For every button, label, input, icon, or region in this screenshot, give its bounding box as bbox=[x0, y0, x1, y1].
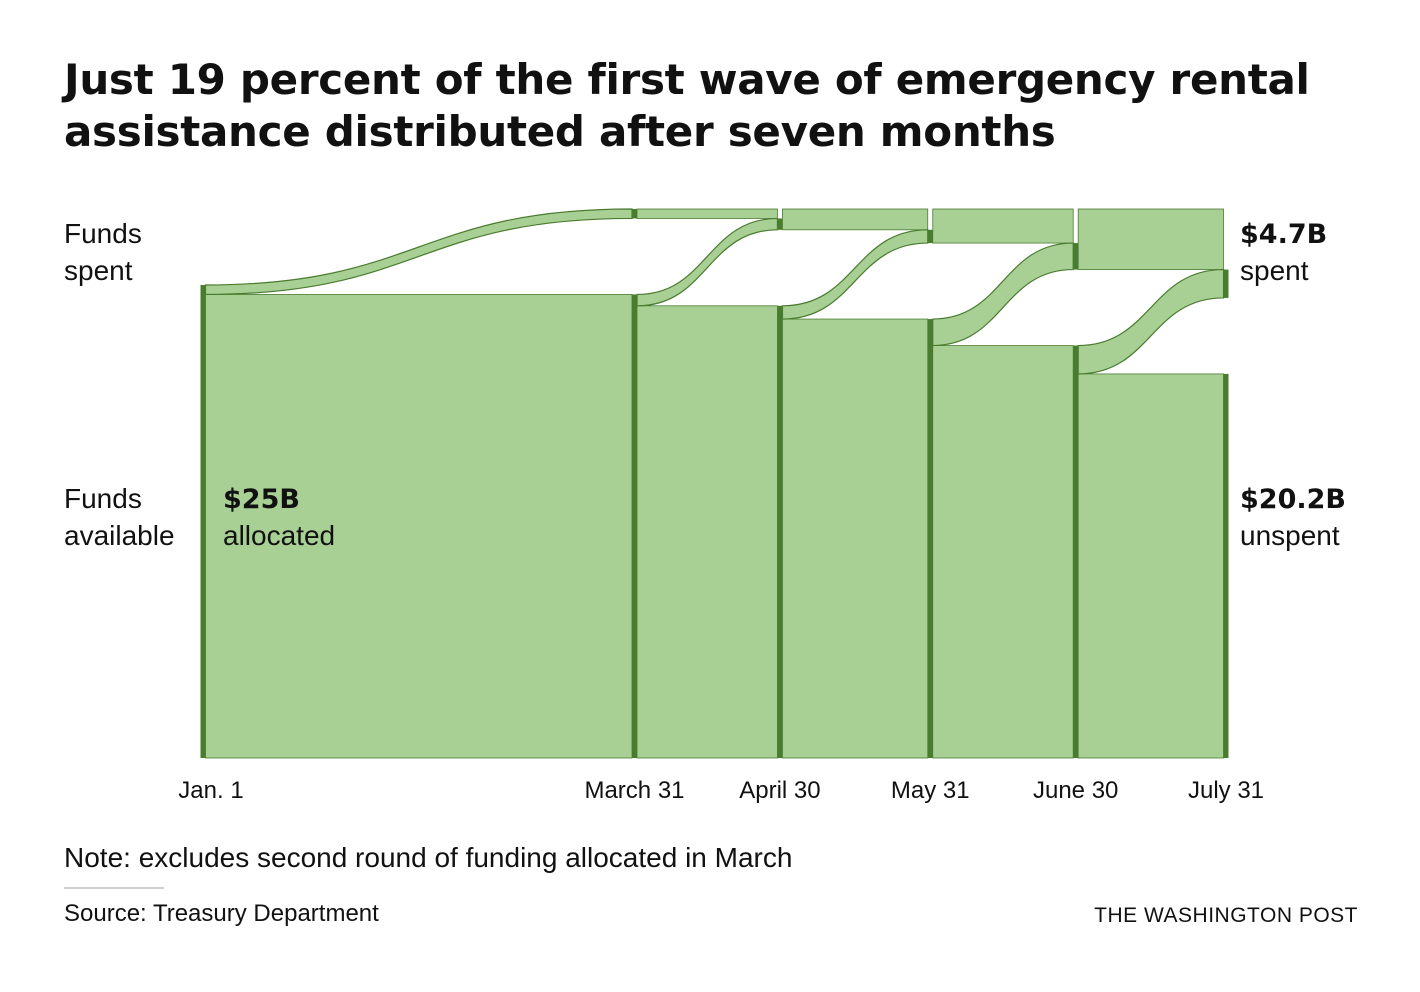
unspent-flow-1 bbox=[205, 294, 633, 759]
unspent-value-label: $20.2B bbox=[1240, 484, 1346, 515]
node-spent-1 bbox=[632, 209, 638, 219]
spent-flow-2 bbox=[636, 208, 778, 219]
funds-spent-label-line1: Funds bbox=[64, 218, 142, 249]
node-unspent-0 bbox=[200, 285, 206, 758]
unspent-flow-3 bbox=[782, 318, 929, 759]
node-spent-2 bbox=[777, 218, 783, 230]
spent-flow-5 bbox=[1077, 208, 1224, 270]
funds-spent-label-line2: spent bbox=[64, 255, 133, 286]
tick-label-4: June 30 bbox=[1033, 777, 1118, 804]
funds-available-label-line2: available bbox=[64, 520, 175, 551]
chart-title: Just 19 percent of the first wave of eme… bbox=[64, 55, 1310, 156]
stage-nodes bbox=[200, 209, 1229, 758]
spent-value-label: $4.7B bbox=[1240, 219, 1327, 250]
spend-flow-1 bbox=[204, 208, 633, 296]
spend-flow-5 bbox=[1077, 268, 1225, 375]
node-unspent-2 bbox=[777, 305, 783, 758]
spent-flow-3 bbox=[782, 208, 929, 231]
node-unspent-4 bbox=[1073, 345, 1079, 758]
spend-flow-4 bbox=[932, 242, 1074, 347]
unspent-flow-4 bbox=[932, 345, 1074, 759]
tick-label-1: March 31 bbox=[584, 777, 684, 804]
spend-flow-3 bbox=[781, 229, 929, 320]
funds-available-label-line1: Funds bbox=[64, 483, 142, 514]
node-spent-4 bbox=[1073, 243, 1079, 270]
tick-label-0: Jan. 1 bbox=[178, 777, 243, 804]
tick-label-5: July 31 bbox=[1188, 777, 1264, 804]
unspent-text-label: unspent bbox=[1240, 520, 1340, 551]
node-spent-5 bbox=[1223, 269, 1229, 298]
node-spent-3 bbox=[927, 229, 933, 244]
node-unspent-1 bbox=[632, 294, 638, 758]
node-unspent-3 bbox=[927, 319, 933, 758]
spent-text-label: spent bbox=[1240, 255, 1309, 286]
x-axis-ticks: Jan. 1 March 31 April 30 May 31 June 30 July … bbox=[178, 777, 1264, 804]
publisher-credit: THE WASHINGTON POST bbox=[1094, 904, 1358, 927]
tick-label-3: May 31 bbox=[891, 777, 970, 804]
unspent-flow-2 bbox=[636, 305, 778, 759]
divider bbox=[64, 887, 164, 889]
allocated-value-label: $25B bbox=[223, 484, 300, 515]
spend-flow-2 bbox=[636, 217, 779, 307]
chart-note: Note: excludes second round of funding a… bbox=[64, 842, 793, 873]
node-unspent-5 bbox=[1223, 373, 1229, 758]
spent-flow-4 bbox=[932, 208, 1074, 244]
allocated-text-label: allocated bbox=[223, 520, 335, 551]
flow-links bbox=[204, 208, 1225, 759]
tick-label-2: April 30 bbox=[739, 777, 820, 804]
unspent-flow-5 bbox=[1077, 373, 1224, 759]
source-line: Source: Treasury Department bbox=[64, 900, 379, 927]
